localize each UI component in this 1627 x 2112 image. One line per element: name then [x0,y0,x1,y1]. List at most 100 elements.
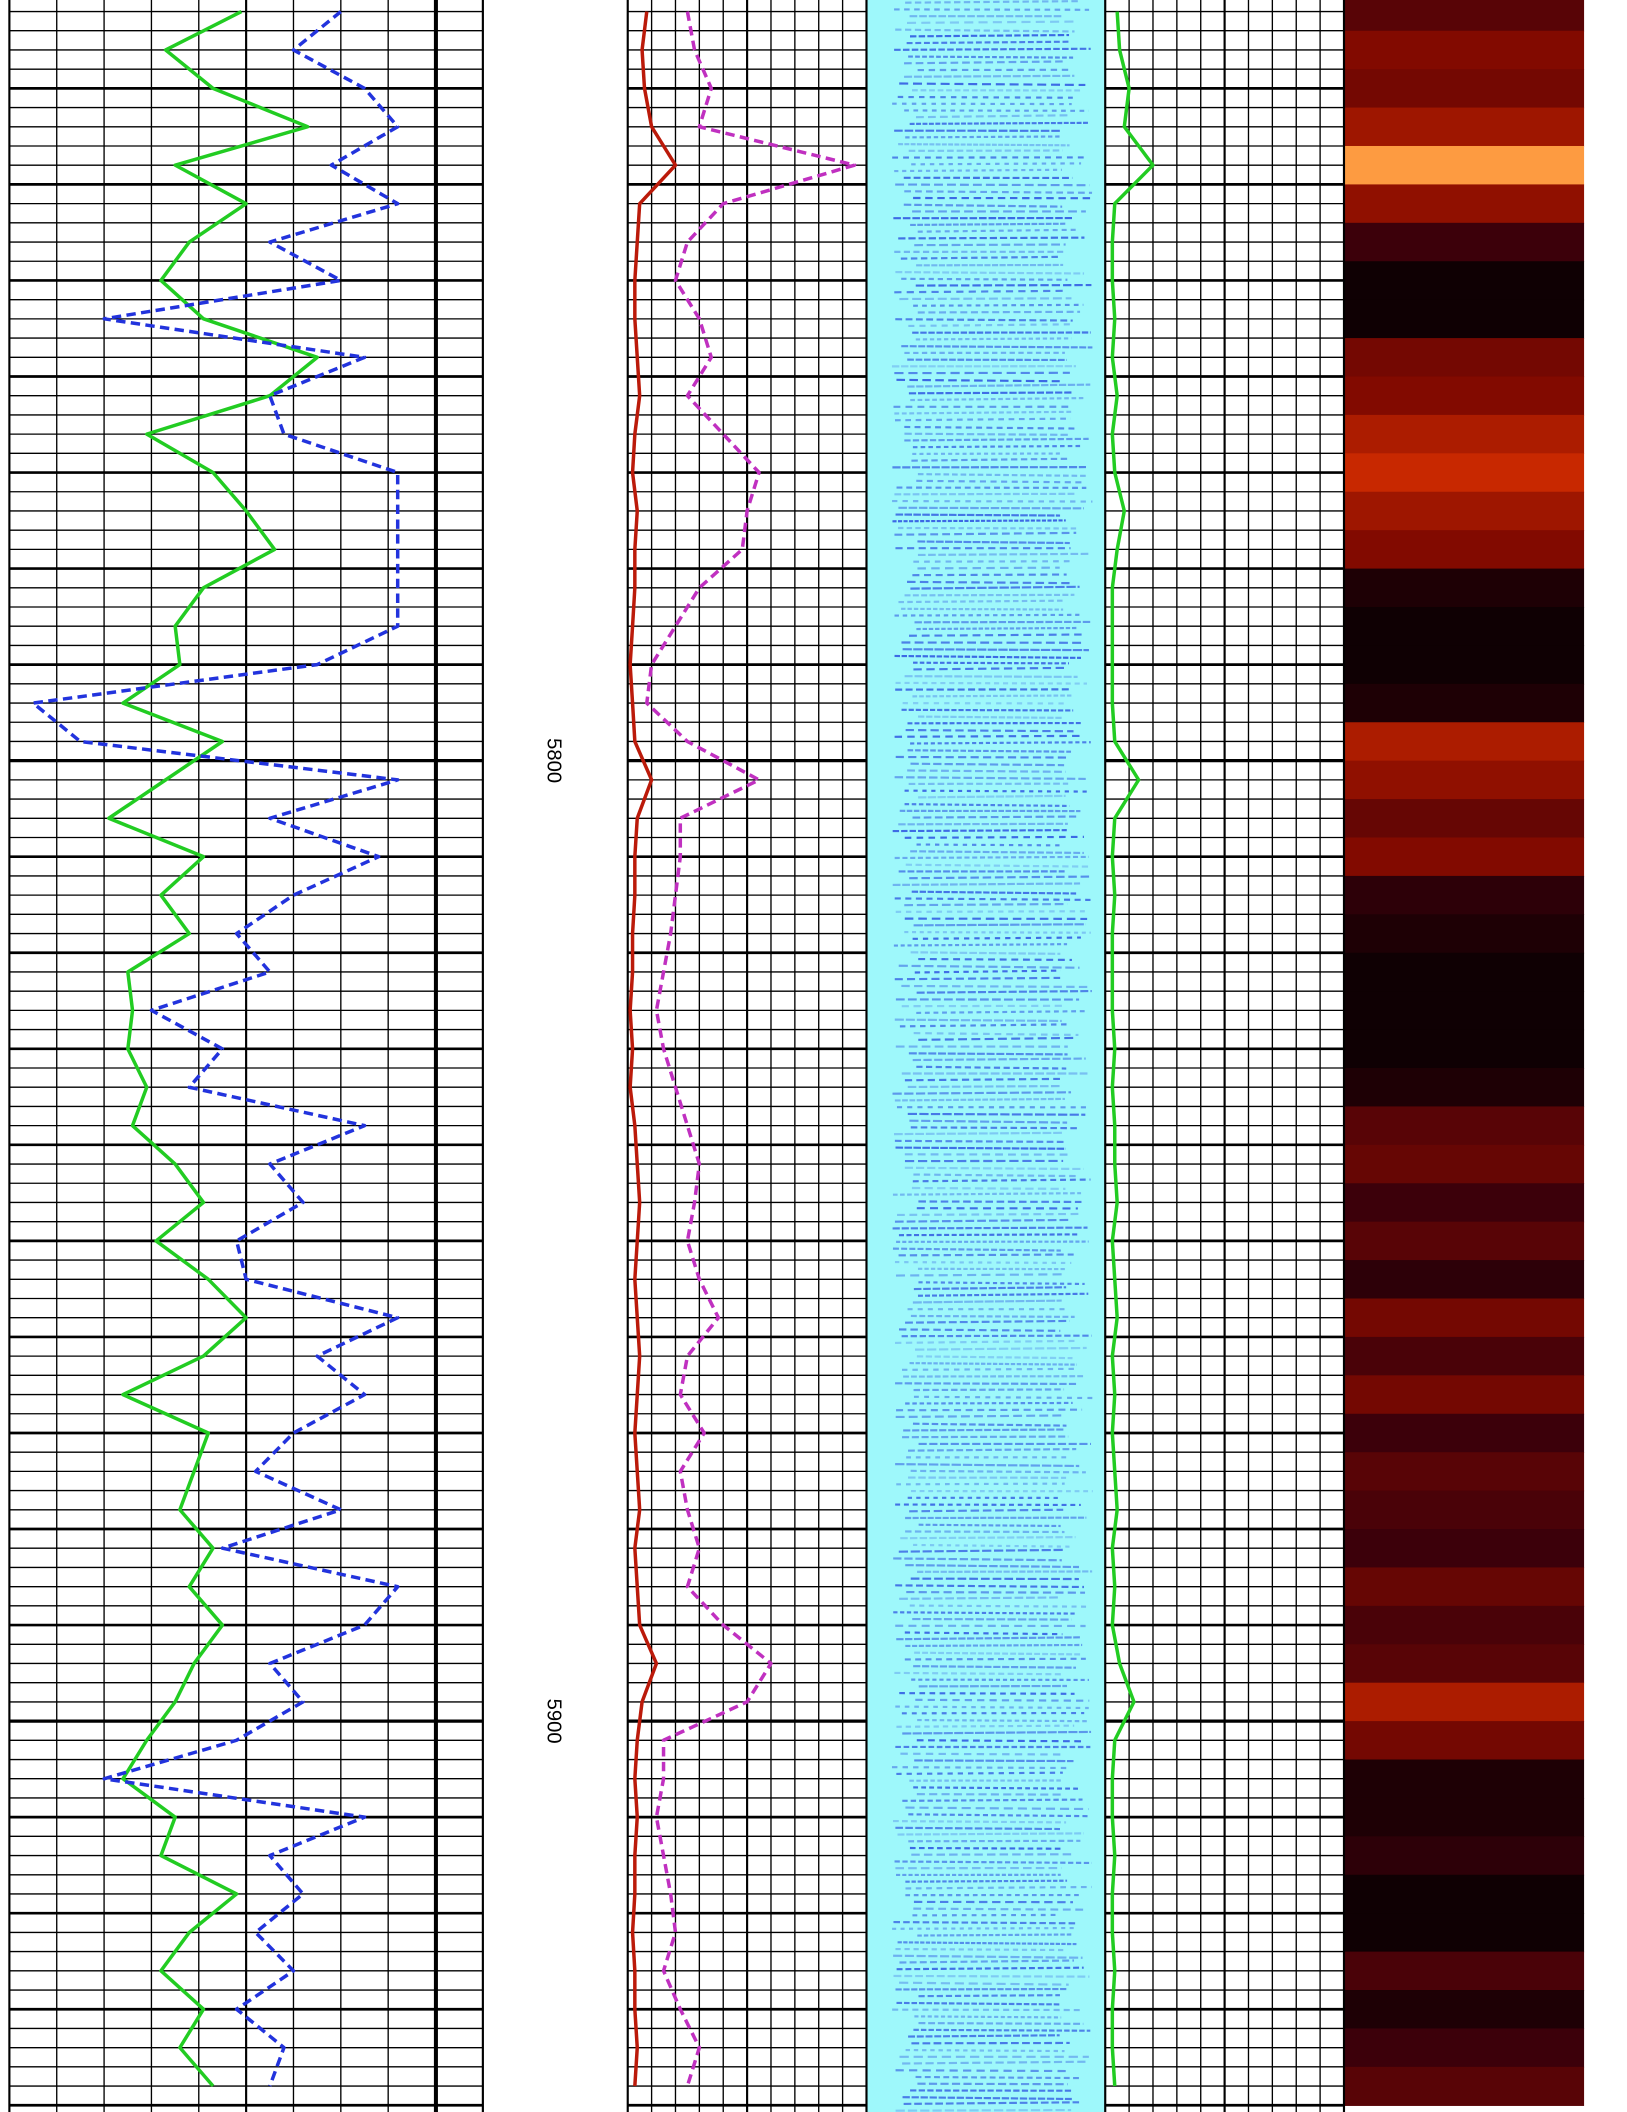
wave-stripe [908,1052,1068,1056]
wave-stripe [897,1212,1082,1217]
wave-stripe [895,271,1085,275]
wave-stripe [895,1705,1089,1710]
wave-stripe [893,1611,1076,1615]
wave-stripe [917,473,1087,477]
wave-stripe [904,60,1063,65]
wave-stripe [898,143,1070,147]
wave-stripe [901,607,1064,611]
heat-cell [1343,722,1585,762]
wave-stripe [894,897,1091,901]
wave-stripe [915,337,1072,341]
wave-stripe [906,1591,1086,1594]
wave-stripe [895,1584,1085,1589]
wave-stripe [916,989,1092,994]
wave-stripe [913,1786,1081,1790]
wave-stripe [896,2001,1061,2006]
wave-stripe [910,222,1066,227]
wave-stripe [894,1097,1065,1102]
wave-stripe [917,1718,1087,1723]
wave-stripe [896,1771,1063,1775]
wave-stripe [903,203,1063,208]
wave-stripe [913,2028,1091,2032]
heat-cell [1343,837,1585,877]
wave-stripe [916,479,1083,484]
wave-stripe [894,1261,1072,1265]
wave-stripe [896,378,1060,383]
wave-stripe [912,573,1067,577]
wave-stripe [895,183,1090,187]
wave-stripe [910,585,1080,590]
wave-stripe [901,984,1090,989]
wave-stripe [911,162,1082,166]
wave-stripe [910,741,1091,745]
wave-stripe [898,964,1080,969]
wave-stripe [894,1018,1062,1023]
heat-cell [1343,491,1585,531]
wave-stripe [895,2108,1072,2112]
wave-stripe [901,1367,1077,1371]
wave-stripe [908,323,1073,328]
wave-stripe [895,1146,1066,1150]
wave-stripe [906,40,1071,45]
wave-stripe [894,531,1077,536]
wave-stripe [892,1247,1061,1252]
wave-stripe [899,82,1086,87]
heat-cell [1343,799,1585,839]
wave-stripe [900,1752,1062,1756]
wave-stripe [894,776,1086,780]
wave-stripe [913,1286,1067,1291]
heat-cell [1343,1029,1585,1069]
wave-stripe [908,2034,1060,2038]
heat-cell [1343,299,1585,339]
wave-stripe [898,1548,1063,1553]
wave-stripe [904,1166,1084,1171]
wave-stripe [894,613,1080,617]
wave-stripe [909,1119,1068,1124]
wave-stripe [910,850,1084,855]
wave-stripe [897,95,1073,99]
wave-stripe [910,951,1061,955]
wave-stripe [896,1966,1084,1971]
wave-stripe [895,28,1075,33]
wave-stripe [914,2015,1062,2019]
wave-stripe [915,1346,1087,1351]
heat-cell [1343,1336,1585,1377]
wave-stripe [905,1401,1073,1405]
wave-stripe [913,303,1084,307]
heat-cell [1343,1759,1585,1799]
heat-cell [1343,338,1585,378]
wave-stripe [905,1643,1083,1648]
wave-stripe [893,943,1068,947]
heat-cell [1343,683,1585,723]
wave-stripe [895,318,1073,322]
heat-cell [1343,1990,1585,2030]
wave-stripe [910,1126,1079,1130]
wave-stripe [902,2096,1072,2101]
heat-cell [1343,1874,1585,1914]
heat-cell [1343,145,1585,186]
heat-cell [1343,1567,1585,1607]
wave-stripe [911,890,1077,895]
heat-cell [1343,991,1585,1031]
wave-stripe [916,626,1078,631]
wave-stripe [895,1826,1060,1831]
log-curve [645,11,857,2087]
log-curve [1110,11,1155,2087]
heat-cell [1343,2028,1585,2068]
wave-stripe [902,1435,1069,1439]
wave-stripe [912,1617,1072,1621]
wave-stripe [895,1414,1066,1419]
wave-stripe [913,1388,1065,1392]
wave-stripe [918,1994,1060,1998]
wave-stripe [897,1832,1084,1836]
wave-stripe [898,822,1068,826]
wave-stripe [917,310,1081,314]
wave-stripe [904,190,1093,194]
wave-stripe [895,681,1088,685]
heat-cell [1343,1721,1585,1761]
wave-stripe [892,882,1081,887]
wave-stripe [904,74,1075,78]
wave-stripe [901,345,1093,349]
wave-stripe [909,1508,1064,1513]
heat-cell [1343,107,1585,147]
